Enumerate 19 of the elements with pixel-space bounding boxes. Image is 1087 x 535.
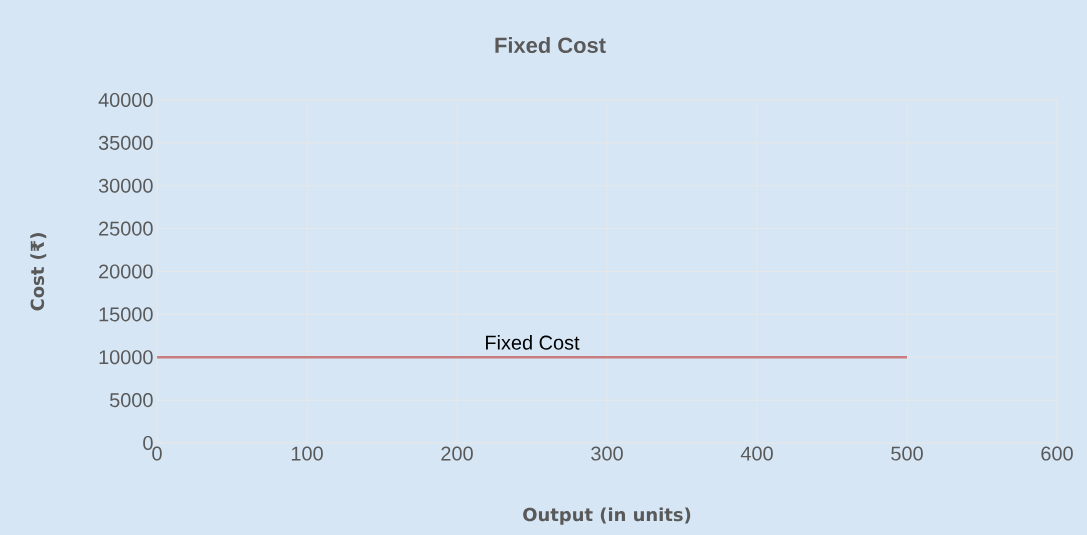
series-label: Fixed Cost	[486, 335, 580, 350]
y-tick-label: 20000	[99, 264, 153, 279]
y-tick-label: 15000	[99, 307, 153, 322]
y-tick-label: 30000	[98, 178, 153, 193]
y-tick-label: 40000	[98, 92, 153, 108]
x-tick-label: 500	[891, 446, 923, 461]
x-axis-title: Output (in units)	[523, 507, 691, 525]
y-tick-label: 25000	[99, 221, 153, 236]
y-axis-title: Cost (₹)	[30, 233, 47, 311]
y-tick-label: 35000	[98, 135, 153, 150]
x-tick-label: 200	[441, 446, 473, 461]
x-tick-label: 400	[740, 446, 773, 461]
y-tick-label: 5000	[109, 393, 153, 408]
x-tick-label: 600	[1041, 446, 1073, 461]
y-tick-label: 10000	[99, 350, 153, 365]
y-tick-label: 0	[143, 435, 153, 451]
x-tick-label: 300	[591, 446, 623, 461]
chart-title: Fixed Cost	[495, 36, 606, 54]
x-tick-label: 100	[291, 446, 323, 461]
